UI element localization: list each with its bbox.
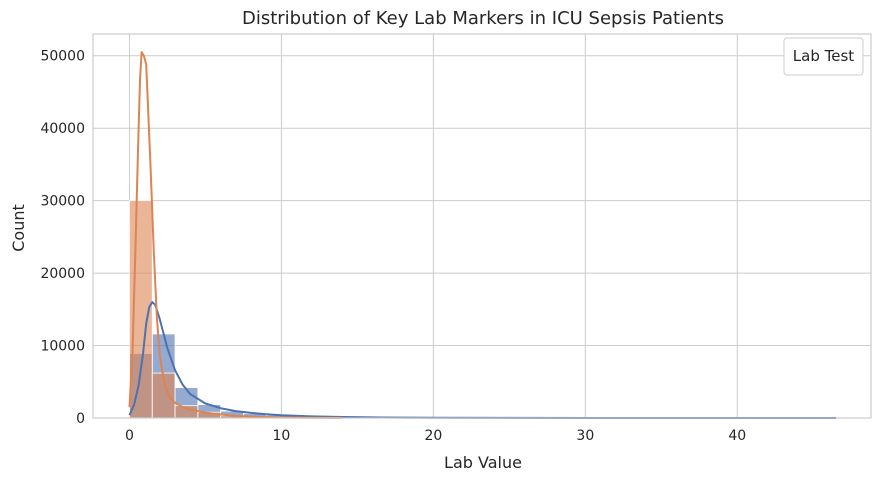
plot-frame bbox=[92, 33, 872, 419]
x-tick-label: 20 bbox=[424, 428, 442, 444]
kde-line-series-2 bbox=[128, 51, 343, 419]
x-tick-label: 0 bbox=[125, 428, 134, 444]
legend: Lab Test bbox=[783, 37, 864, 76]
chart-title: Distribution of Key Lab Markers in ICU S… bbox=[242, 8, 724, 29]
y-ticks: 0 10000 20000 30000 40000 50000 bbox=[40, 49, 85, 427]
x-axis-label: Lab Value bbox=[444, 453, 522, 472]
x-ticks: 0 10 20 30 40 bbox=[125, 428, 746, 444]
y-tick-label: 20000 bbox=[40, 266, 85, 282]
x-tick-label: 40 bbox=[728, 428, 746, 444]
y-tick-label: 0 bbox=[76, 411, 85, 427]
y-axis-label: Count bbox=[9, 204, 28, 252]
y-tick-label: 10000 bbox=[40, 339, 85, 355]
legend-title: Lab Test bbox=[793, 47, 854, 65]
plot-border bbox=[92, 33, 872, 419]
y-tick-label: 40000 bbox=[40, 121, 85, 137]
legend-box bbox=[783, 37, 864, 76]
y-tick-label: 50000 bbox=[40, 49, 85, 65]
x-tick-label: 10 bbox=[273, 428, 291, 444]
x-tick-label: 30 bbox=[576, 428, 594, 444]
y-tick-label: 30000 bbox=[40, 194, 85, 210]
plot-area bbox=[93, 34, 871, 418]
